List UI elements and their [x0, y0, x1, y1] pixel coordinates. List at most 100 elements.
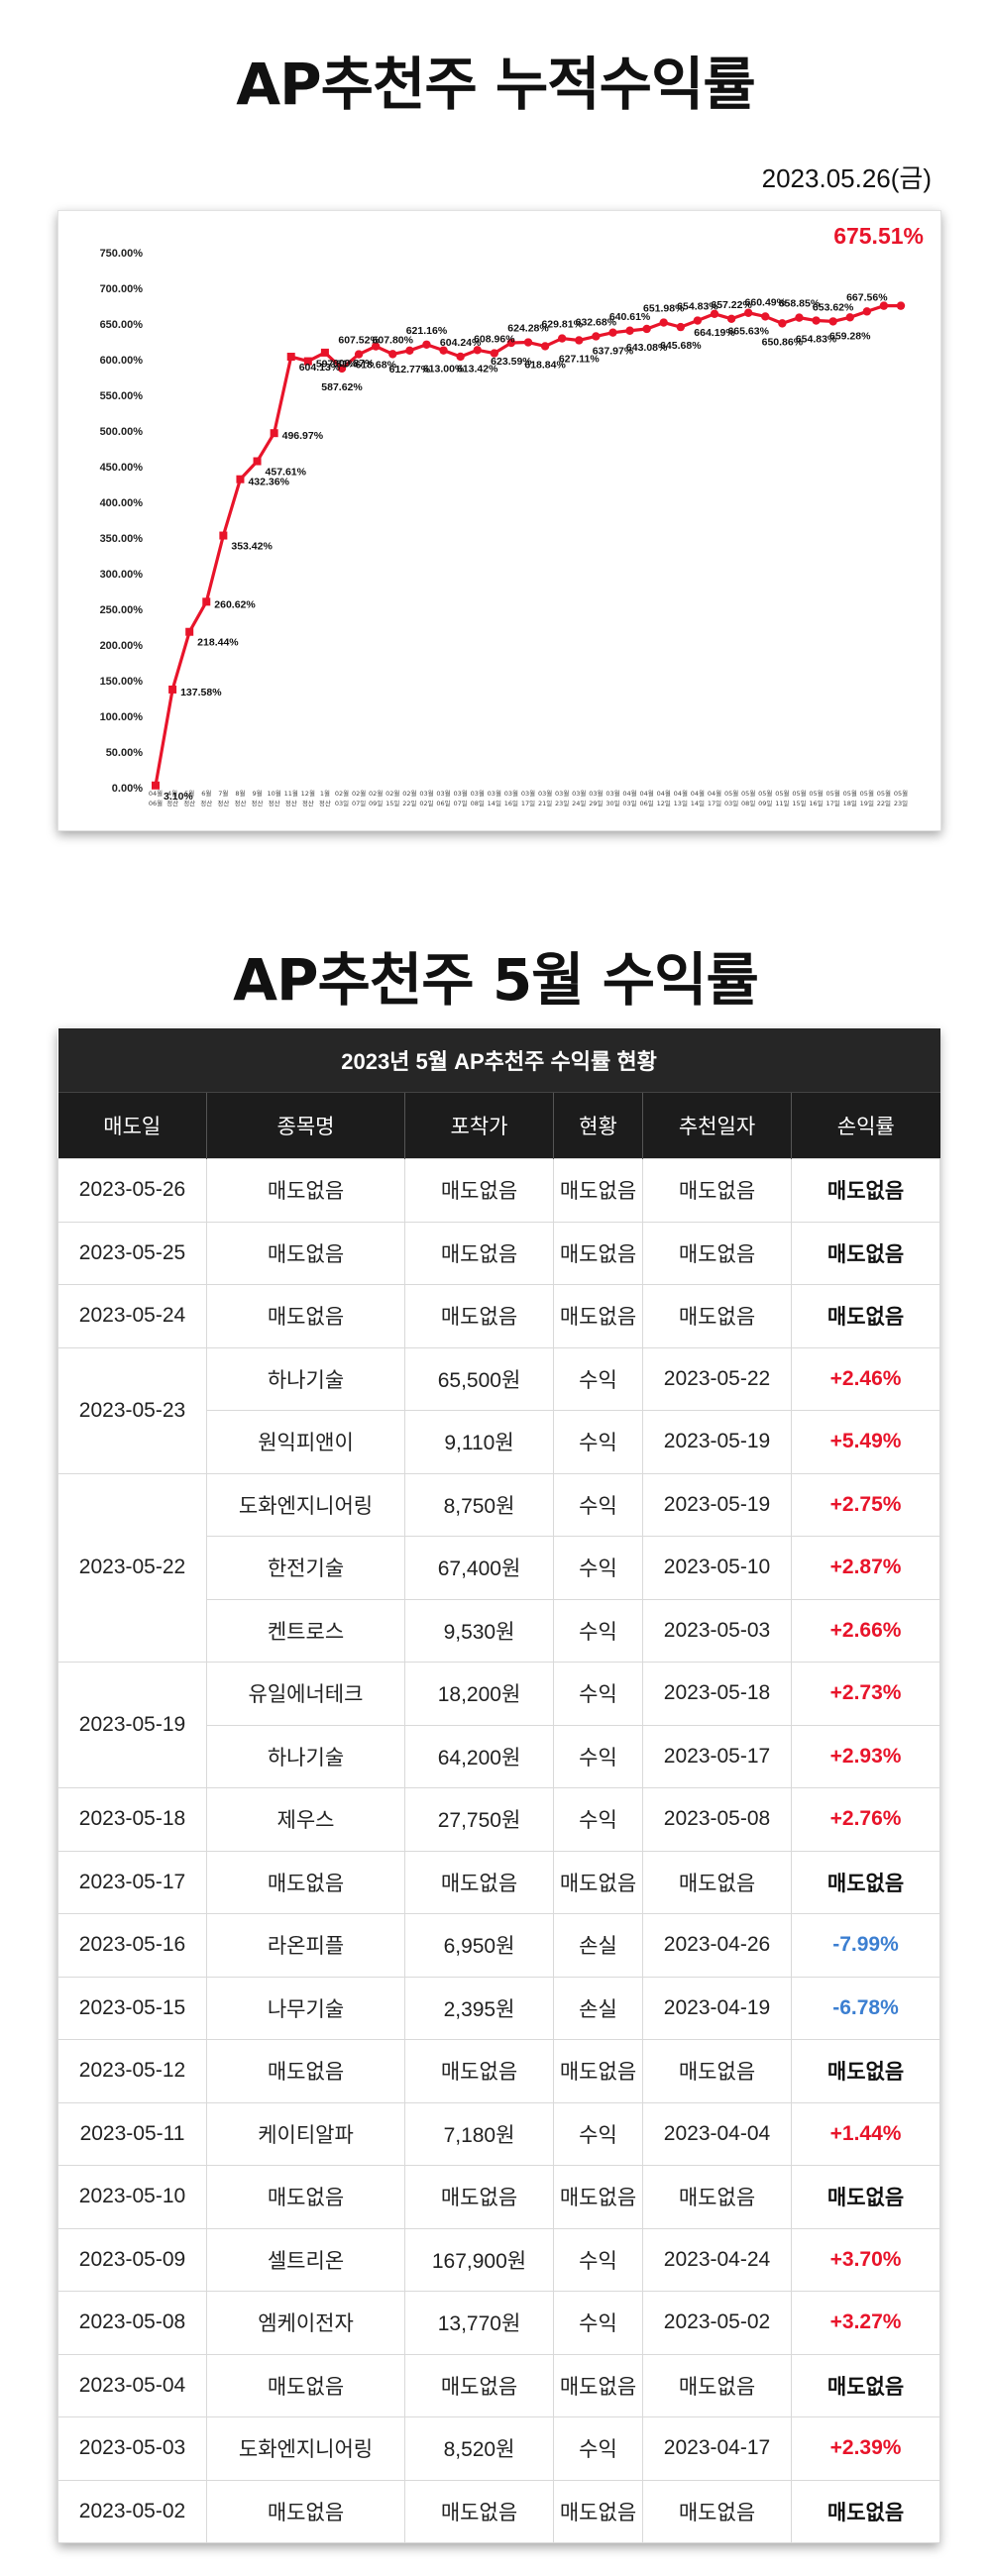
- entry-price-cell: 67,400원: [404, 1536, 554, 1600]
- data-label: 654.83%: [796, 334, 837, 346]
- recommend-date-cell: 2023-05-19: [642, 1472, 792, 1537]
- y-tick-label: 400.00%: [100, 497, 144, 509]
- entry-price-cell: 167,900원: [404, 2227, 554, 2292]
- status-cell: 수익: [553, 2291, 643, 2355]
- y-tick-label: 150.00%: [100, 676, 144, 688]
- recommend-date-cell: 2023-04-17: [642, 2416, 792, 2481]
- x-tick-label: 24일: [572, 799, 586, 807]
- x-tick-label: 08일: [471, 799, 485, 807]
- data-label: 658.85%: [779, 298, 821, 310]
- data-label: 218.44%: [197, 637, 239, 649]
- x-tick-label: 12일: [657, 799, 671, 807]
- y-tick-label: 650.00%: [100, 319, 144, 331]
- data-point: [388, 350, 397, 359]
- table-row: 2023-05-12 매도없음 매도없음 매도없음 매도없음 매도없음: [57, 2039, 941, 2103]
- data-point: [490, 349, 499, 358]
- data-label: 637.97%: [593, 346, 634, 358]
- x-tick-label: 11월: [284, 789, 298, 798]
- data-point: [320, 348, 329, 357]
- x-tick-label: 정산: [285, 799, 297, 807]
- y-tick-label: 250.00%: [100, 604, 144, 616]
- sell-date-cell: 2023-05-17: [57, 1850, 207, 1914]
- data-point: [422, 340, 431, 349]
- profit-loss-cell: +2.76%: [790, 1787, 941, 1852]
- sell-date-cell: 2023-05-15: [57, 1976, 207, 2040]
- sell-date-cell: 2023-05-03: [57, 2416, 207, 2481]
- sell-date-cell: 2023-05-25: [57, 1221, 207, 1285]
- recommend-date-cell: 매도없음: [642, 2039, 792, 2103]
- x-tick-label: 03월: [555, 789, 569, 798]
- data-label: 608.96%: [474, 334, 515, 346]
- data-point: [219, 531, 228, 540]
- x-tick-label: 06일: [436, 799, 450, 807]
- x-tick-label: 04월: [657, 789, 671, 798]
- data-point: [726, 314, 736, 324]
- data-point: [152, 781, 160, 790]
- x-tick-label: 03일: [622, 799, 636, 807]
- stock-name-cell: 한전기술: [206, 1536, 405, 1600]
- x-tick-label: 04월: [691, 789, 705, 798]
- y-tick-label: 200.00%: [100, 640, 144, 652]
- stock-name-cell: 매도없음: [206, 2165, 405, 2229]
- data-point: [710, 309, 719, 318]
- sell-date-cell: 2023-05-02: [57, 2479, 207, 2543]
- status-cell: 수익: [553, 1410, 643, 1474]
- x-tick-label: 03월: [572, 789, 586, 798]
- x-tick-label: 02일: [419, 799, 433, 807]
- entry-price-cell: 2,395원: [404, 1976, 554, 2040]
- data-label: 260.62%: [214, 598, 256, 610]
- table-row: 켄트로스 9,530원 수익 2023-05-03 +2.66%: [58, 1598, 941, 1663]
- x-tick-label: 05월: [792, 789, 806, 798]
- x-tick-label: 18일: [843, 799, 857, 807]
- status-cell: 매도없음: [553, 1158, 643, 1223]
- stock-name-cell: 매도없음: [206, 1221, 405, 1285]
- x-tick-label: 09일: [369, 799, 383, 807]
- entry-price-cell: 7,180원: [404, 2101, 554, 2166]
- x-tick-label: 16일: [504, 799, 518, 807]
- profit-loss-cell: +2.93%: [790, 1724, 941, 1788]
- table-row: 2023-05-10 매도없음 매도없음 매도없음 매도없음 매도없음: [57, 2165, 941, 2229]
- recommend-date-cell: 2023-05-03: [642, 1598, 792, 1663]
- data-point: [812, 316, 821, 325]
- sell-date-cell: 2023-05-11: [57, 2101, 207, 2166]
- x-tick-label: 16일: [809, 799, 823, 807]
- x-tick-label: 03일: [724, 799, 738, 807]
- x-tick-label: 29일: [589, 799, 603, 807]
- data-label: 353.42%: [231, 541, 273, 553]
- profit-loss-cell: -7.99%: [790, 1913, 941, 1978]
- profit-loss-cell: 매도없음: [790, 2039, 941, 2103]
- x-tick-label: 02월: [369, 789, 383, 798]
- x-tick-label: 03월: [538, 789, 552, 798]
- data-point: [608, 328, 617, 337]
- entry-price-cell: 9,530원: [404, 1598, 554, 1663]
- y-tick-label: 300.00%: [100, 569, 144, 581]
- recommend-date-cell: 매도없음: [642, 2479, 792, 2543]
- data-label: 651.98%: [643, 303, 685, 315]
- data-point: [456, 352, 465, 362]
- recommend-date-cell: 매도없음: [642, 1284, 792, 1348]
- data-label: 432.36%: [248, 477, 289, 488]
- data-point: [202, 597, 211, 606]
- status-cell: 수익: [553, 1472, 643, 1537]
- profit-loss-cell: 매도없음: [790, 1284, 941, 1348]
- data-point: [371, 342, 381, 351]
- cumulative-chart: 0.00% 50.00% 100.00% 150.00% 200.00% 250.00% 3…: [57, 210, 941, 831]
- table-row: 2023-05-08 엠케이전자 13,770원 수익 2023-05-02 +3.27%: [57, 2291, 941, 2355]
- x-tick-label: 03월: [436, 789, 450, 798]
- x-tick-label: 15일: [385, 799, 399, 807]
- x-tick-label: 21일: [538, 799, 552, 807]
- stock-name-cell: 원익피앤이: [206, 1410, 405, 1474]
- profit-loss-cell: +1.44%: [790, 2101, 941, 2166]
- profit-loss-cell: +2.87%: [790, 1536, 941, 1600]
- column-header: 매도일: [57, 1092, 207, 1159]
- data-label: 623.59%: [491, 356, 532, 368]
- data-point: [896, 301, 906, 310]
- data-point: [270, 429, 278, 438]
- sell-date-cell: 2023-05-16: [57, 1913, 207, 1978]
- status-cell: 매도없음: [553, 2039, 643, 2103]
- entry-price-cell: 매도없음: [404, 1158, 554, 1223]
- table-row: 2023-05-11 케이티알파 7,180원 수익 2023-04-04 +1.44%: [57, 2101, 941, 2166]
- x-tick-label: 23일: [894, 799, 908, 807]
- entry-price-cell: 매도없음: [404, 1221, 554, 1285]
- y-tick-label: 550.00%: [100, 390, 144, 402]
